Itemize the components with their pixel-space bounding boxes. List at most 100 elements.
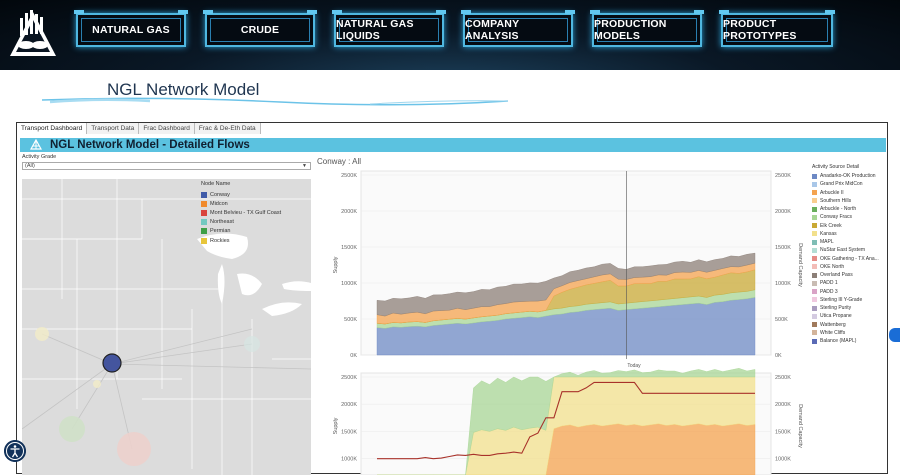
tab-transport-data[interactable]: Transport Data — [87, 123, 140, 134]
legend-label: Conway — [210, 191, 230, 198]
legend-item[interactable]: Midcon — [201, 199, 281, 208]
tab-transport-dashboard[interactable]: Transport Dashboard — [17, 123, 88, 134]
y-tick-label: 1500K — [341, 245, 357, 251]
source-legend-item[interactable]: Overland Pass — [812, 271, 887, 279]
activity-grade-value: (All) — [25, 163, 35, 169]
source-legend-item[interactable]: Arbuckle II — [812, 189, 887, 197]
legend-swatch — [812, 190, 817, 196]
legend-item[interactable]: Conway — [201, 190, 281, 199]
node-rockies[interactable] — [35, 327, 49, 341]
legend-swatch — [201, 191, 207, 198]
nav-crude-button[interactable]: CRUDE — [203, 10, 317, 47]
legend-label: MAPL — [820, 239, 834, 246]
y-tick-label: 1500K — [341, 429, 357, 435]
legend-label: Mont Belvieu - TX Gulf Coast — [210, 209, 282, 216]
legend-item[interactable]: Permian — [201, 227, 281, 236]
legend-label: Elk Creek — [820, 222, 842, 229]
legend-label: Southern Hills — [820, 197, 852, 204]
source-legend-item[interactable]: Southern Hills — [812, 197, 887, 205]
dashboard-banner: NGL Network Model - Detailed Flows — [20, 138, 886, 152]
nav-company-analysis-button[interactable]: COMPANY ANALYSIS — [461, 10, 575, 47]
activity-grade-select[interactable]: (All) ▼ — [22, 162, 311, 170]
nav-production-models-button[interactable]: PRODUCTION MODELS — [590, 10, 704, 47]
source-legend-item[interactable]: Utica Propane — [812, 312, 887, 320]
source-legend-item[interactable]: Sterling III Y-Grade — [812, 296, 887, 304]
title-swoosh-decoration — [41, 97, 509, 106]
source-legend-item[interactable]: Sterling Purity — [812, 304, 887, 312]
node-mont-belvieu[interactable] — [117, 432, 151, 466]
nav-natural-gas-liquids-button[interactable]: NATURAL GAS LIQUIDS — [332, 10, 446, 47]
side-chat-widget[interactable] — [889, 328, 900, 342]
legend-swatch — [812, 247, 817, 253]
legend-swatch — [812, 289, 817, 295]
node-conway[interactable] — [102, 353, 122, 373]
activity-grade-label: Activity Grade — [22, 154, 57, 160]
banner-title: NGL Network Model - Detailed Flows — [50, 139, 250, 151]
y2-axis-label: Demand Capacity — [797, 243, 803, 287]
legend-swatch — [812, 272, 817, 278]
y-tick-label: 1000K — [341, 457, 357, 463]
nav-natural-gas-button[interactable]: NATURAL GAS — [74, 10, 188, 47]
legend-swatch — [812, 206, 817, 212]
source-legend-item[interactable]: White Cliffs — [812, 329, 887, 337]
legend-item[interactable]: Rockies — [201, 236, 281, 245]
source-legend-item[interactable]: Grand Prix MidCon — [812, 180, 887, 188]
y2-tick-label: 0K — [775, 353, 782, 359]
legend-label: NuStar East System — [820, 247, 866, 254]
source-legend-item[interactable]: Kansas — [812, 230, 887, 238]
legend-item[interactable]: Mont Belvieu - TX Gulf Coast — [201, 208, 281, 217]
node-northeast[interactable] — [244, 336, 260, 352]
y2-tick-label: 2500K — [775, 173, 791, 179]
source-legend-item[interactable]: PADD 1 — [812, 279, 887, 287]
nav-company-analysis-label: COMPANY ANALYSIS — [465, 18, 520, 42]
node-midcon-small[interactable] — [93, 380, 101, 388]
legend-label: White Cliffs — [820, 329, 846, 336]
legend-swatch — [812, 330, 817, 336]
legend-label: Arbuckle - North — [820, 206, 857, 213]
legend-label: Overland Pass — [820, 272, 853, 279]
tab-frac-de-eth-data[interactable]: Frac & De-Eth Data — [194, 123, 261, 134]
source-legend-item[interactable]: NuStar East System — [812, 246, 887, 254]
demand-capacity-line — [377, 381, 755, 460]
top-navigation-bar: NATURAL GAS CRUDE NATURAL GAS LIQUIDS CO… — [0, 0, 900, 70]
source-legend-item[interactable]: Arbuckle - North — [812, 205, 887, 213]
chevron-down-icon: ▼ — [302, 163, 307, 169]
area-series-arbuckle-ii — [377, 423, 756, 475]
legend-swatch — [201, 200, 207, 207]
y2-tick-label: 2000K — [775, 402, 791, 408]
nav-product-prototypes-button[interactable]: PRODUCT PROTOTYPES — [719, 10, 835, 47]
legend-label: PADD 1 — [820, 280, 838, 287]
source-legend-item[interactable]: Elk Creek — [812, 222, 887, 230]
accessibility-icon[interactable] — [4, 440, 26, 462]
y-tick-label: 1000K — [341, 281, 357, 287]
node-legend: Node Name Conway Midcon Mont Belvieu - T… — [201, 181, 281, 245]
legend-swatch — [201, 228, 207, 235]
legend-swatch — [812, 297, 817, 303]
source-legend-item[interactable]: MAPL — [812, 238, 887, 246]
page-title: NGL Network Model — [107, 80, 260, 99]
y2-tick-label: 2500K — [775, 375, 791, 381]
legend-swatch — [812, 264, 817, 270]
legend-label: Permian — [210, 228, 231, 235]
source-legend-item[interactable]: Anadarko-OK Production — [812, 172, 887, 180]
source-legend-item[interactable]: Wattenberg — [812, 321, 887, 329]
source-legend-item[interactable]: OKE North — [812, 263, 887, 271]
legend-swatch — [812, 256, 817, 262]
source-legend-item[interactable]: Conway Fracs — [812, 213, 887, 221]
flow-area-charts[interactable]: 0K 500K 1000K 1500K 2000K 2500K 0K 500K 1000K 150… — [313, 167, 809, 475]
legend-label: Arbuckle II — [820, 189, 844, 196]
source-legend-item[interactable]: PADD 3 — [812, 288, 887, 296]
source-legend-title: Activity Source Detail — [812, 164, 860, 170]
legend-label: Anadarko-OK Production — [820, 173, 876, 180]
area-series-overland-pass — [376, 252, 756, 317]
source-legend-item[interactable]: Balance (MAPL) — [812, 337, 887, 345]
network-map[interactable] — [22, 179, 311, 475]
legend-item[interactable]: Northeast — [201, 218, 281, 227]
y-axis-label: Supply — [333, 256, 339, 273]
tab-frac-dashboard[interactable]: Frac Dashboard — [139, 123, 195, 134]
node-permian[interactable] — [59, 416, 85, 442]
source-legend-item[interactable]: OKE Gathering - TX Ana... — [812, 255, 887, 263]
legend-label: Wattenberg — [820, 321, 846, 328]
bull-bear-mountain-logo[interactable] — [6, 8, 60, 62]
legend-label: Northeast — [210, 219, 234, 226]
